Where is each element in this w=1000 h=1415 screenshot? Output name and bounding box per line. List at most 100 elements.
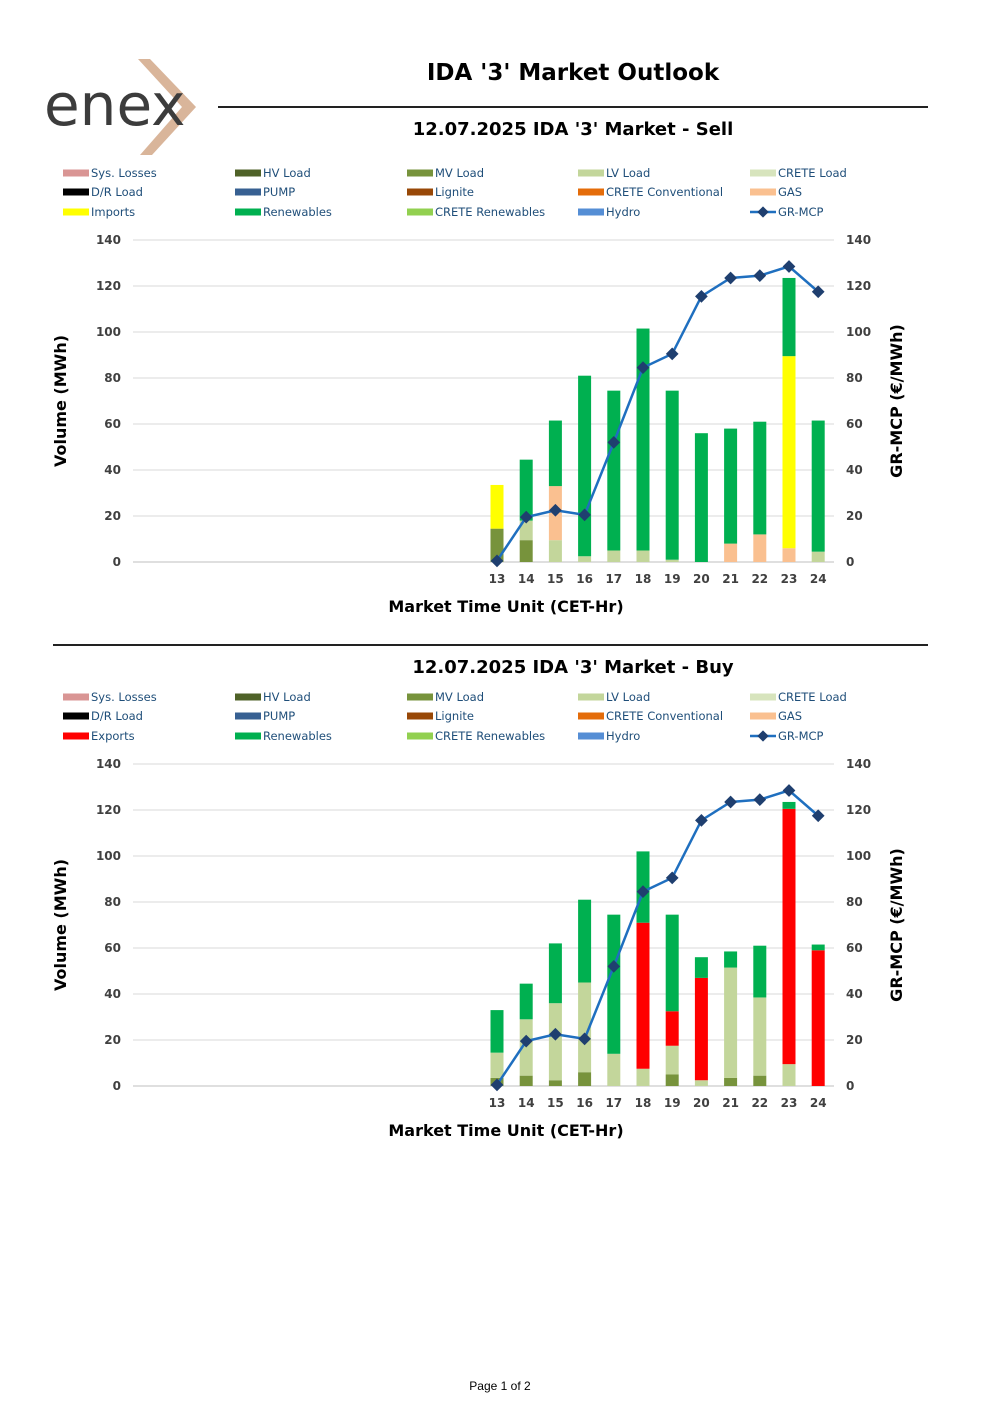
legend-item-gas: GAS xyxy=(750,185,802,199)
y-tick-label: 140 xyxy=(96,233,121,247)
bar-exports-19 xyxy=(665,1011,679,1046)
bar-lv-load-13 xyxy=(490,1052,504,1078)
legend-swatch xyxy=(578,188,604,196)
legend-swatch xyxy=(578,169,604,177)
x-tick-label: 15 xyxy=(547,572,564,586)
x-tick-label: 17 xyxy=(605,572,622,586)
buy-chart: Sys. Losses HV Load MV Load LV Load CRETE Lo… xyxy=(51,690,906,1140)
legend-label: MV Load xyxy=(435,166,484,180)
point-gr-mcp-22 xyxy=(753,269,767,283)
legend-swatch xyxy=(63,693,89,701)
legend-label: HV Load xyxy=(263,166,311,180)
bar-exports-23 xyxy=(782,808,796,1065)
y-tick-label: 80 xyxy=(104,371,121,385)
y-tick-label: 120 xyxy=(96,279,121,293)
bar-lv-load-17 xyxy=(607,550,621,562)
logo-wordmark: enex xyxy=(44,71,185,139)
legend-item-gas: GAS xyxy=(750,709,802,723)
bar-gas-21 xyxy=(724,543,738,562)
legend-item-sys-losses: Sys. Losses xyxy=(63,166,157,180)
legend-item-crete-conventional: CRETE Conventional xyxy=(578,185,723,199)
legend-label: D/R Load xyxy=(91,185,143,199)
y2-tick-label: 40 xyxy=(846,987,863,1001)
legend-swatch xyxy=(750,712,776,720)
bar-exports-20 xyxy=(694,977,708,1081)
legend-item-hydro: Hydro xyxy=(578,205,640,219)
legend-label: GAS xyxy=(778,709,802,723)
legend-item-pump: PUMP xyxy=(235,185,295,199)
title-divider xyxy=(218,106,928,108)
legend-label: CRETE Conventional xyxy=(606,709,723,723)
y2-axis-title: GR-MCP (€/MWh) xyxy=(887,848,906,1002)
point-gr-mcp-22 xyxy=(753,793,767,807)
bar-lv-load-18 xyxy=(636,550,650,562)
y-tick-label: 0 xyxy=(113,555,121,569)
x-tick-label: 21 xyxy=(722,572,739,586)
legend-label: CRETE Load xyxy=(778,166,847,180)
page-title: IDA '3' Market Outlook xyxy=(426,60,720,86)
x-tick-label: 20 xyxy=(693,572,710,586)
x-tick-label: 18 xyxy=(635,1096,652,1110)
y2-tick-label: 100 xyxy=(846,325,871,339)
bar-renewables-24 xyxy=(811,944,825,951)
x-tick-label: 13 xyxy=(489,572,506,586)
legend-item-crete-conventional: CRETE Conventional xyxy=(578,709,723,723)
legend-label: GR-MCP xyxy=(778,205,824,219)
legend-label: Sys. Losses xyxy=(91,690,157,704)
legend-swatch xyxy=(407,693,433,701)
legend-label: CRETE Load xyxy=(778,690,847,704)
y2-tick-label: 40 xyxy=(846,463,863,477)
bar-mv-load-16 xyxy=(578,1072,592,1086)
bar-renewables-13 xyxy=(490,1010,504,1053)
y2-tick-label: 0 xyxy=(846,555,854,569)
bar-exports-24 xyxy=(811,950,825,1086)
y-tick-label: 140 xyxy=(96,757,121,771)
legend-label: Sys. Losses xyxy=(91,166,157,180)
bar-renewables-21 xyxy=(724,428,738,544)
bar-lv-load-19 xyxy=(665,1045,679,1075)
legend-item-imports: Imports xyxy=(63,205,135,219)
y-tick-label: 0 xyxy=(113,1079,121,1093)
y2-tick-label: 80 xyxy=(846,895,863,909)
legend-swatch xyxy=(235,169,261,177)
y2-axis-title: GR-MCP (€/MWh) xyxy=(887,324,906,478)
page-number: Page 1 of 2 xyxy=(469,1379,531,1393)
legend-item-crete-load: CRETE Load xyxy=(750,690,847,704)
legend-diamond-marker xyxy=(757,206,769,218)
legend-label: Lignite xyxy=(435,709,474,723)
bar-renewables-18 xyxy=(636,328,650,551)
bar-renewables-23 xyxy=(782,277,796,357)
y-tick-label: 100 xyxy=(96,325,121,339)
bar-mv-load-22 xyxy=(753,1075,767,1086)
legend-swatch xyxy=(63,169,89,177)
legend-label: Renewables xyxy=(263,729,332,743)
legend-swatch xyxy=(235,693,261,701)
bar-renewables-19 xyxy=(665,914,679,1012)
legend-swatch xyxy=(407,188,433,196)
legend-label: Renewables xyxy=(263,205,332,219)
legend-item-pump: PUMP xyxy=(235,709,295,723)
y-axis-title: Volume (MWh) xyxy=(51,859,70,991)
bar-mv-load-19 xyxy=(665,1074,679,1086)
legend-label: Hydro xyxy=(606,205,640,219)
legend-label: MV Load xyxy=(435,690,484,704)
bar-lv-load-19 xyxy=(665,559,679,562)
legend-label: LV Load xyxy=(606,166,650,180)
bar-renewables-22 xyxy=(753,421,767,535)
line-gr-mcp xyxy=(495,265,820,562)
x-tick-label: 18 xyxy=(635,572,652,586)
bar-renewables-17 xyxy=(607,914,621,1054)
legend-label: GR-MCP xyxy=(778,729,824,743)
bar-renewables-23 xyxy=(782,801,796,809)
legend-swatch xyxy=(407,732,433,740)
legend-item-renewables: Renewables xyxy=(235,205,332,219)
bar-gas-22 xyxy=(753,534,767,562)
legend-label: D/R Load xyxy=(91,709,143,723)
legend-swatch xyxy=(750,188,776,196)
bar-renewables-20 xyxy=(694,957,708,978)
legend-swatch xyxy=(578,693,604,701)
legend-item-renewables: Renewables xyxy=(235,729,332,743)
legend-diamond-marker xyxy=(757,730,769,742)
legend-label: GAS xyxy=(778,185,802,199)
legend-item-lignite: Lignite xyxy=(407,709,474,723)
